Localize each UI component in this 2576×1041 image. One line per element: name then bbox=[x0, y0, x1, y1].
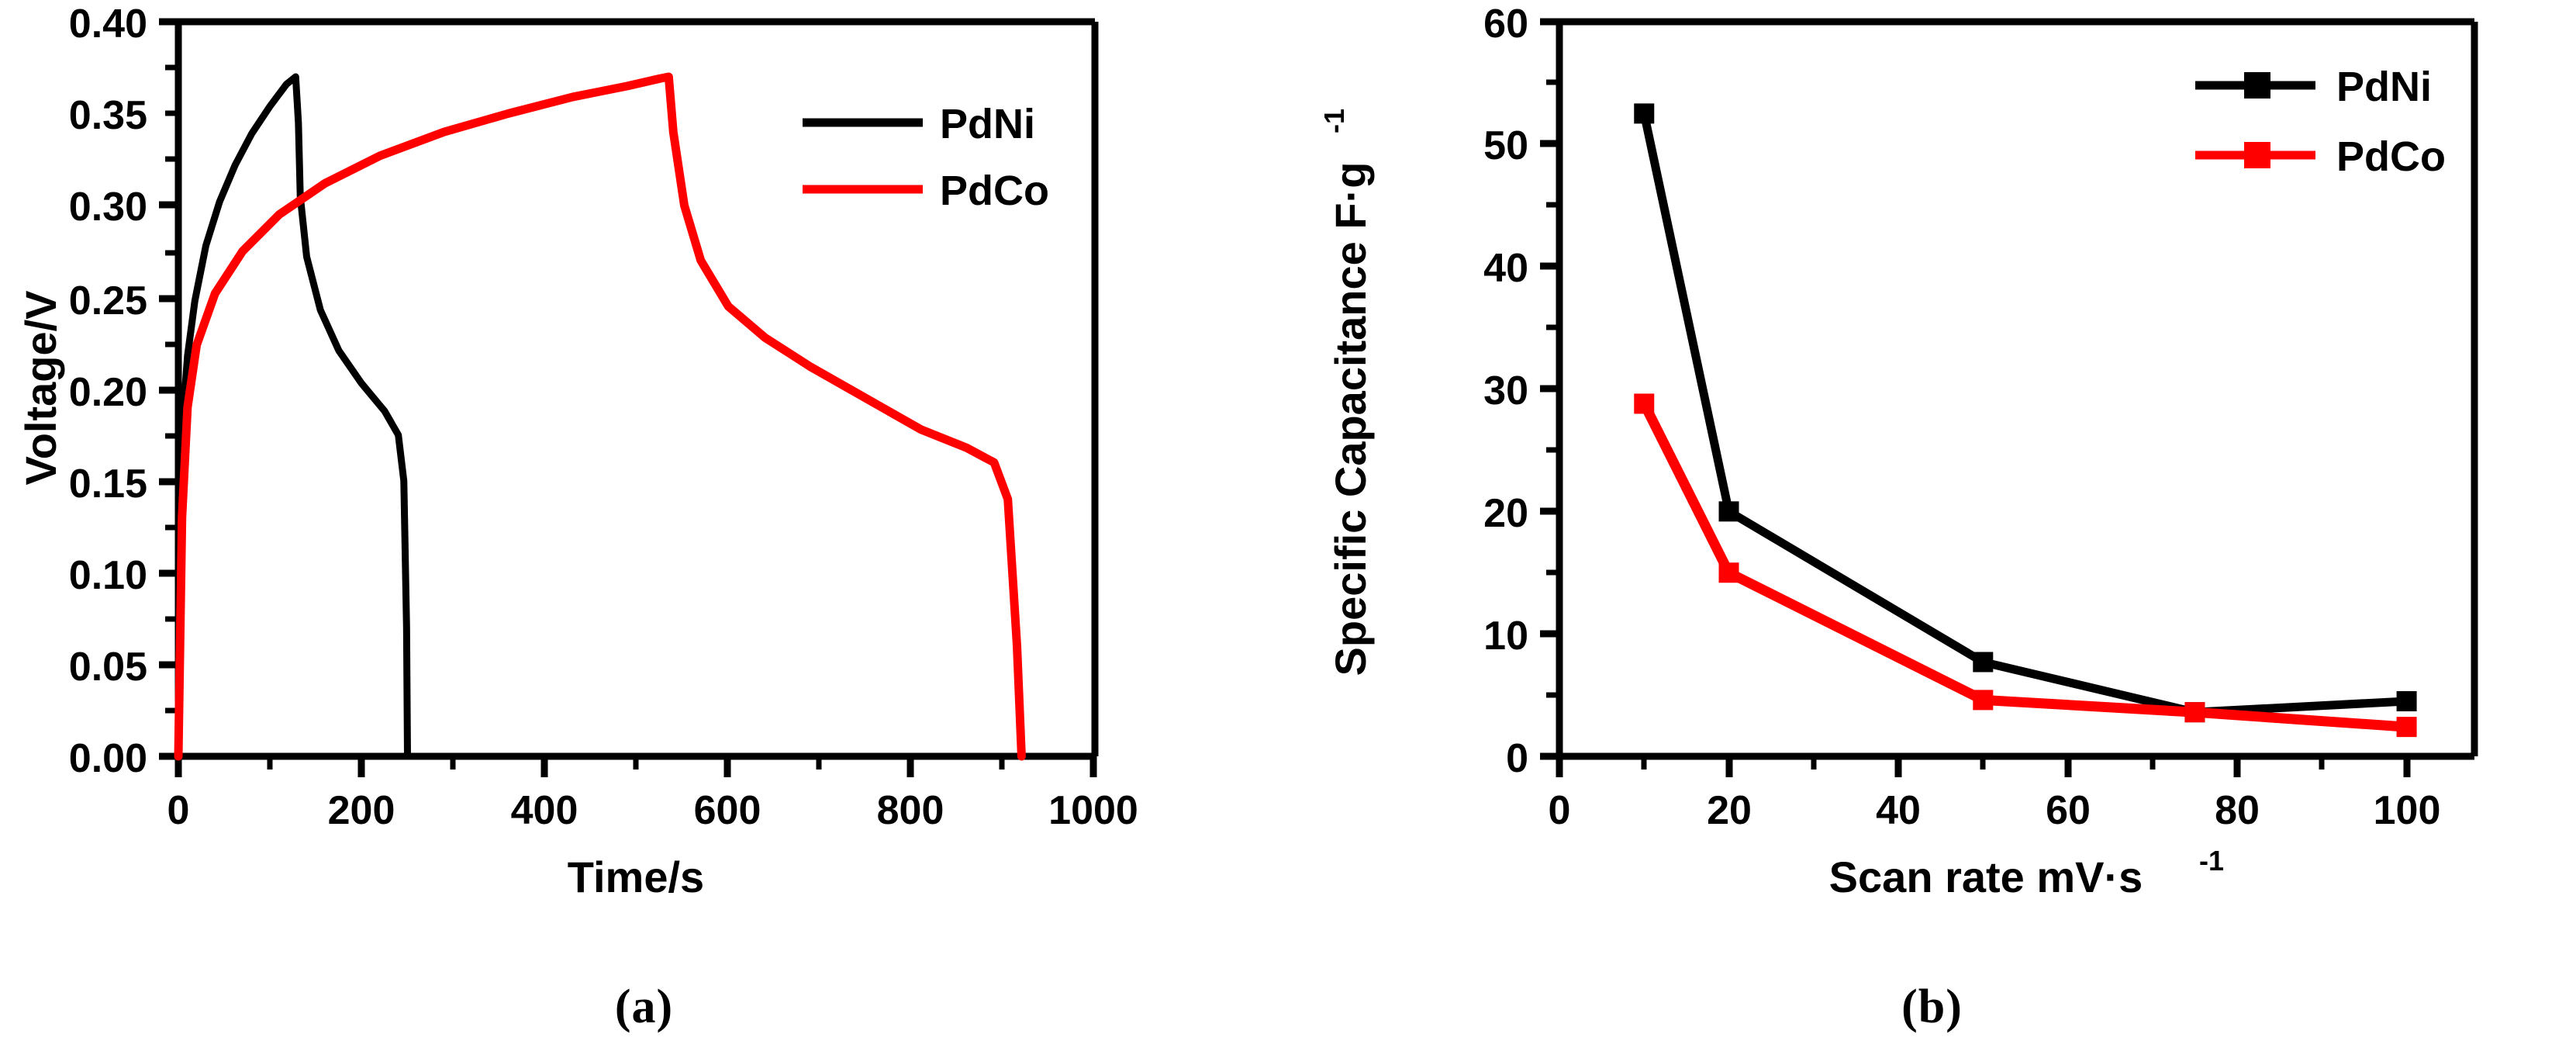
chart-b-x-axis-title-text: Scan rate mV·s bbox=[1829, 853, 2143, 901]
data-point-marker bbox=[2396, 717, 2417, 738]
data-point-marker bbox=[1634, 103, 1655, 124]
y-tick-label: 20 bbox=[1483, 491, 1528, 536]
x-tick-label: 80 bbox=[2215, 788, 2260, 833]
x-tick-label: 100 bbox=[2374, 788, 2441, 833]
x-tick-label: 60 bbox=[2046, 788, 2091, 833]
chart-b-y-ticks bbox=[1540, 18, 1559, 760]
chart-b-axes bbox=[1556, 18, 2478, 760]
panel-a-caption: (a) bbox=[614, 980, 674, 1033]
y-tick-label: 0.10 bbox=[69, 553, 147, 598]
x-tick-label: 1000 bbox=[1048, 788, 1138, 833]
chart-a-y-axis-title: Voltage/V bbox=[16, 290, 65, 485]
legend-label-pdco: PdCo bbox=[940, 168, 1049, 214]
y-tick-label: 0.00 bbox=[69, 736, 147, 781]
data-point-marker bbox=[2184, 702, 2205, 723]
data-point-marker bbox=[1718, 501, 1739, 522]
x-tick-label: 400 bbox=[511, 788, 578, 833]
x-tick-label: 0 bbox=[1549, 788, 1571, 833]
y-tick-label: 0.15 bbox=[69, 462, 147, 507]
y-tick-label: 0.35 bbox=[69, 93, 147, 138]
chart-b-canvas: 0 10 20 30 40 50 60 bbox=[1318, 2, 2478, 901]
chart-b-y-axis-title-sup: -1 bbox=[1318, 109, 1350, 133]
y-tick-label: 0 bbox=[1506, 736, 1528, 781]
y-tick-label: 0.30 bbox=[69, 185, 147, 230]
chart-b-y-axis-title-text: Specific Capacitance F·g bbox=[1326, 162, 1375, 676]
y-tick-label: 60 bbox=[1483, 2, 1528, 47]
panel-b: 0 10 20 30 40 50 60 bbox=[1288, 0, 2576, 1041]
chart-b-legend: PdNi PdCo bbox=[2195, 64, 2446, 180]
legend-label-pdni: PdNi bbox=[940, 101, 1035, 147]
series-markers-pdni bbox=[1634, 103, 2417, 723]
chart-b-x-tick-labels: 0 20 40 60 80 100 bbox=[1549, 788, 2441, 833]
chart-a-y-tick-labels: 0.00 0.05 0.10 0.15 0.20 0.25 0.30 0.35 … bbox=[69, 2, 147, 781]
series-markers-pdco bbox=[1634, 393, 2417, 738]
legend-label-pdni: PdNi bbox=[2336, 64, 2432, 110]
y-tick-label: 10 bbox=[1483, 614, 1528, 659]
y-tick-label: 0.05 bbox=[69, 645, 147, 690]
y-tick-label: 50 bbox=[1483, 123, 1528, 168]
y-tick-label: 40 bbox=[1483, 246, 1528, 291]
chart-a-x-tick-labels: 0 200 400 600 800 1000 bbox=[167, 788, 1138, 833]
x-tick-label: 800 bbox=[877, 788, 944, 833]
data-point-marker bbox=[2396, 690, 2417, 711]
y-tick-label: 0.20 bbox=[69, 370, 147, 415]
chart-b-y-axis-title: Specific Capacitance F·g -1 bbox=[1318, 109, 1375, 676]
data-point-marker bbox=[1973, 652, 1994, 673]
chart-a-x-axis-title: Time/s bbox=[568, 853, 704, 901]
legend-marker-pdco bbox=[2244, 142, 2270, 168]
series-line-pdco bbox=[1638, 398, 2412, 732]
chart-a-series bbox=[174, 72, 1026, 761]
x-tick-label: 200 bbox=[328, 788, 395, 833]
legend-label-pdco: PdCo bbox=[2336, 133, 2446, 180]
chart-b-x-ticks bbox=[1556, 756, 2411, 777]
y-tick-label: 0.40 bbox=[69, 2, 147, 47]
chart-a-canvas: 0.00 0.05 0.10 0.15 0.20 0.25 0.30 0.35 … bbox=[16, 2, 1138, 901]
x-tick-label: 600 bbox=[694, 788, 761, 833]
series-line-pdni bbox=[1639, 109, 2412, 717]
y-tick-label: 30 bbox=[1483, 368, 1528, 413]
x-tick-label: 40 bbox=[1876, 788, 1921, 833]
series-line-pdni bbox=[174, 73, 411, 760]
chart-b-y-tick-labels: 0 10 20 30 40 50 60 bbox=[1483, 2, 1528, 781]
panel-b-caption: (b) bbox=[1901, 980, 1963, 1033]
series-line-pdco bbox=[174, 72, 1026, 761]
data-point-marker bbox=[1973, 690, 1994, 711]
data-point-marker bbox=[1634, 393, 1655, 414]
panel-a: 0.00 0.05 0.10 0.15 0.20 0.25 0.30 0.35 … bbox=[16, 2, 1138, 1033]
chart-b-x-axis-title-sup: -1 bbox=[2199, 845, 2224, 877]
chart-a-x-ticks bbox=[174, 756, 1097, 777]
y-tick-label: 0.25 bbox=[69, 278, 147, 323]
chart-a-legend: PdNi PdCo bbox=[803, 101, 1049, 214]
chart-b-x-axis-title: Scan rate mV·s -1 bbox=[1829, 845, 2224, 901]
x-tick-label: 20 bbox=[1707, 788, 1752, 833]
chart-b-series bbox=[1634, 103, 2417, 738]
legend-marker-pdni bbox=[2244, 72, 2270, 99]
x-tick-label: 0 bbox=[167, 788, 190, 833]
data-point-marker bbox=[1718, 562, 1739, 583]
